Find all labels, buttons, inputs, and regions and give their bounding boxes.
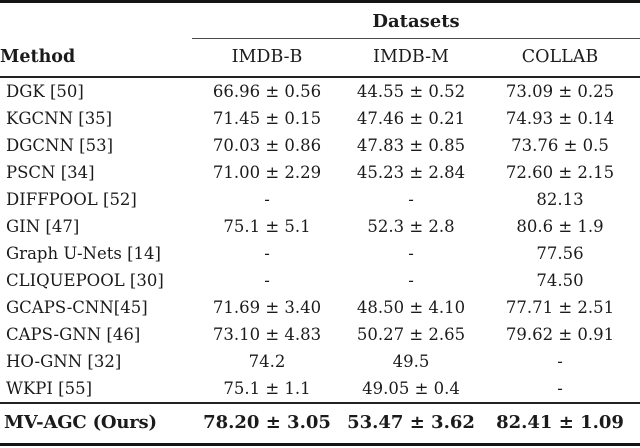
column-header-collab: COLLAB: [480, 38, 640, 78]
value-cell: 73.09 ± 0.25: [505, 81, 615, 101]
value-cell: 48.50 ± 4.10: [356, 297, 466, 317]
method-cell: GIN [47]: [6, 216, 80, 236]
value-cell: 73.76 ± 0.5: [511, 135, 609, 155]
method-cell: PSCN [34]: [6, 162, 95, 182]
table-row: GCAPS-CNN[45] 71.69 ± 3.40 48.50 ± 4.10 77.…: [0, 294, 640, 321]
table-row: Graph U-Nets [14] - - 77.56: [0, 240, 640, 267]
table-row: PSCN [34] 71.00 ± 2.29 45.23 ± 2.84 72.60 ±…: [0, 159, 640, 186]
method-column-spacer: [0, 2, 192, 39]
value-cell-ours-collab: 82.41 ± 1.09: [480, 402, 640, 445]
value-cell: 82.13: [536, 189, 584, 209]
value-cell: 73.10 ± 4.83: [212, 324, 322, 344]
value-cell: -: [264, 189, 270, 209]
table-row: DIFFPOOL [52] - - 82.13: [0, 186, 640, 213]
value-cell: -: [408, 243, 414, 263]
value-cell: -: [557, 378, 563, 398]
value-cell: -: [557, 351, 563, 371]
value-cell: 71.00 ± 2.29: [212, 162, 322, 182]
table-row: CLIQUEPOOL [30] - - 74.50: [0, 267, 640, 294]
value-cell: 72.60 ± 2.15: [505, 162, 615, 182]
value-cell: 70.03 ± 0.86: [212, 135, 322, 155]
value-cell: 77.56: [536, 243, 584, 263]
method-cell-ours: MV-AGC (Ours): [0, 402, 192, 445]
value-cell: 71.45 ± 0.15: [212, 108, 322, 128]
datasets-group-header: Datasets: [192, 1, 640, 39]
table-body: DGK [50] 66.96 ± 0.56 44.55 ± 0.52 73.09 ± …: [0, 77, 640, 403]
value-cell: 52.3 ± 2.8: [367, 216, 455, 236]
value-cell: 49.05 ± 0.4: [362, 378, 460, 398]
value-cell: 74.50: [536, 270, 584, 290]
table-row: GIN [47] 75.1 ± 5.1 52.3 ± 2.8 80.6 ± 1.9: [0, 213, 640, 240]
value-cell: 49.5: [392, 351, 430, 371]
value-cell: 71.69 ± 3.40: [212, 297, 322, 317]
value-cell: 75.1 ± 5.1: [223, 216, 311, 236]
value-cell: 75.1 ± 1.1: [223, 378, 311, 398]
value-cell: -: [264, 243, 270, 263]
method-cell: CAPS-GNN [46]: [6, 324, 141, 344]
value-cell-ours-imdb-m: 53.47 ± 3.62: [342, 402, 480, 445]
value-cell: 74.93 ± 0.14: [505, 108, 615, 128]
value-cell: -: [408, 189, 414, 209]
value-cell: -: [408, 270, 414, 290]
datasets-header-row: Datasets: [0, 1, 640, 39]
table-row: CAPS-GNN [46] 73.10 ± 4.83 50.27 ± 2.65 79.…: [0, 321, 640, 348]
value-cell: 47.46 ± 0.21: [356, 108, 466, 128]
column-header-imdb-m: IMDB-M: [342, 38, 480, 78]
method-column-header: Method: [0, 38, 192, 78]
value-cell-ours-imdb-b: 78.20 ± 3.05: [192, 402, 342, 445]
table-row: HO-GNN [32] 74.2 49.5 -: [0, 348, 640, 375]
value-cell: 45.23 ± 2.84: [356, 162, 466, 182]
method-cell: HO-GNN [32]: [6, 351, 122, 371]
table-row: KGCNN [35] 71.45 ± 0.15 47.46 ± 0.21 74.93 …: [0, 105, 640, 132]
value-cell: 79.62 ± 0.91: [505, 324, 615, 344]
method-cell: DIFFPOOL [52]: [6, 189, 137, 209]
method-cell: GCAPS-CNN[45]: [6, 297, 148, 317]
ours-result-row: MV-AGC (Ours) 78.20 ± 3.05 53.47 ± 3.62 …: [0, 402, 640, 445]
table-row: DGK [50] 66.96 ± 0.56 44.55 ± 0.52 73.09 ± …: [0, 77, 640, 105]
table-row: WKPI [55] 75.1 ± 1.1 49.05 ± 0.4 -: [0, 375, 640, 403]
value-cell: 47.83 ± 0.85: [356, 135, 466, 155]
value-cell: 77.71 ± 2.51: [505, 297, 615, 317]
method-cell: DGCNN [53]: [6, 135, 114, 155]
method-cell: WKPI [55]: [6, 378, 93, 398]
table-row: DGCNN [53] 70.03 ± 0.86 47.83 ± 0.85 73.76 …: [0, 132, 640, 159]
value-cell: 74.2: [248, 351, 286, 371]
method-cell: CLIQUEPOOL [30]: [6, 270, 164, 290]
method-cell: DGK [50]: [6, 81, 84, 101]
value-cell: 50.27 ± 2.65: [356, 324, 466, 344]
value-cell: 44.55 ± 0.52: [356, 81, 466, 101]
column-header-row: Method IMDB-B IMDB-M COLLAB: [0, 38, 640, 78]
value-cell: -: [264, 270, 270, 290]
column-header-imdb-b: IMDB-B: [192, 38, 342, 78]
value-cell: 80.6 ± 1.9: [516, 216, 604, 236]
method-cell: Graph U-Nets [14]: [6, 243, 161, 263]
value-cell: 66.96 ± 0.56: [212, 81, 322, 101]
method-cell: KGCNN [35]: [6, 108, 113, 128]
